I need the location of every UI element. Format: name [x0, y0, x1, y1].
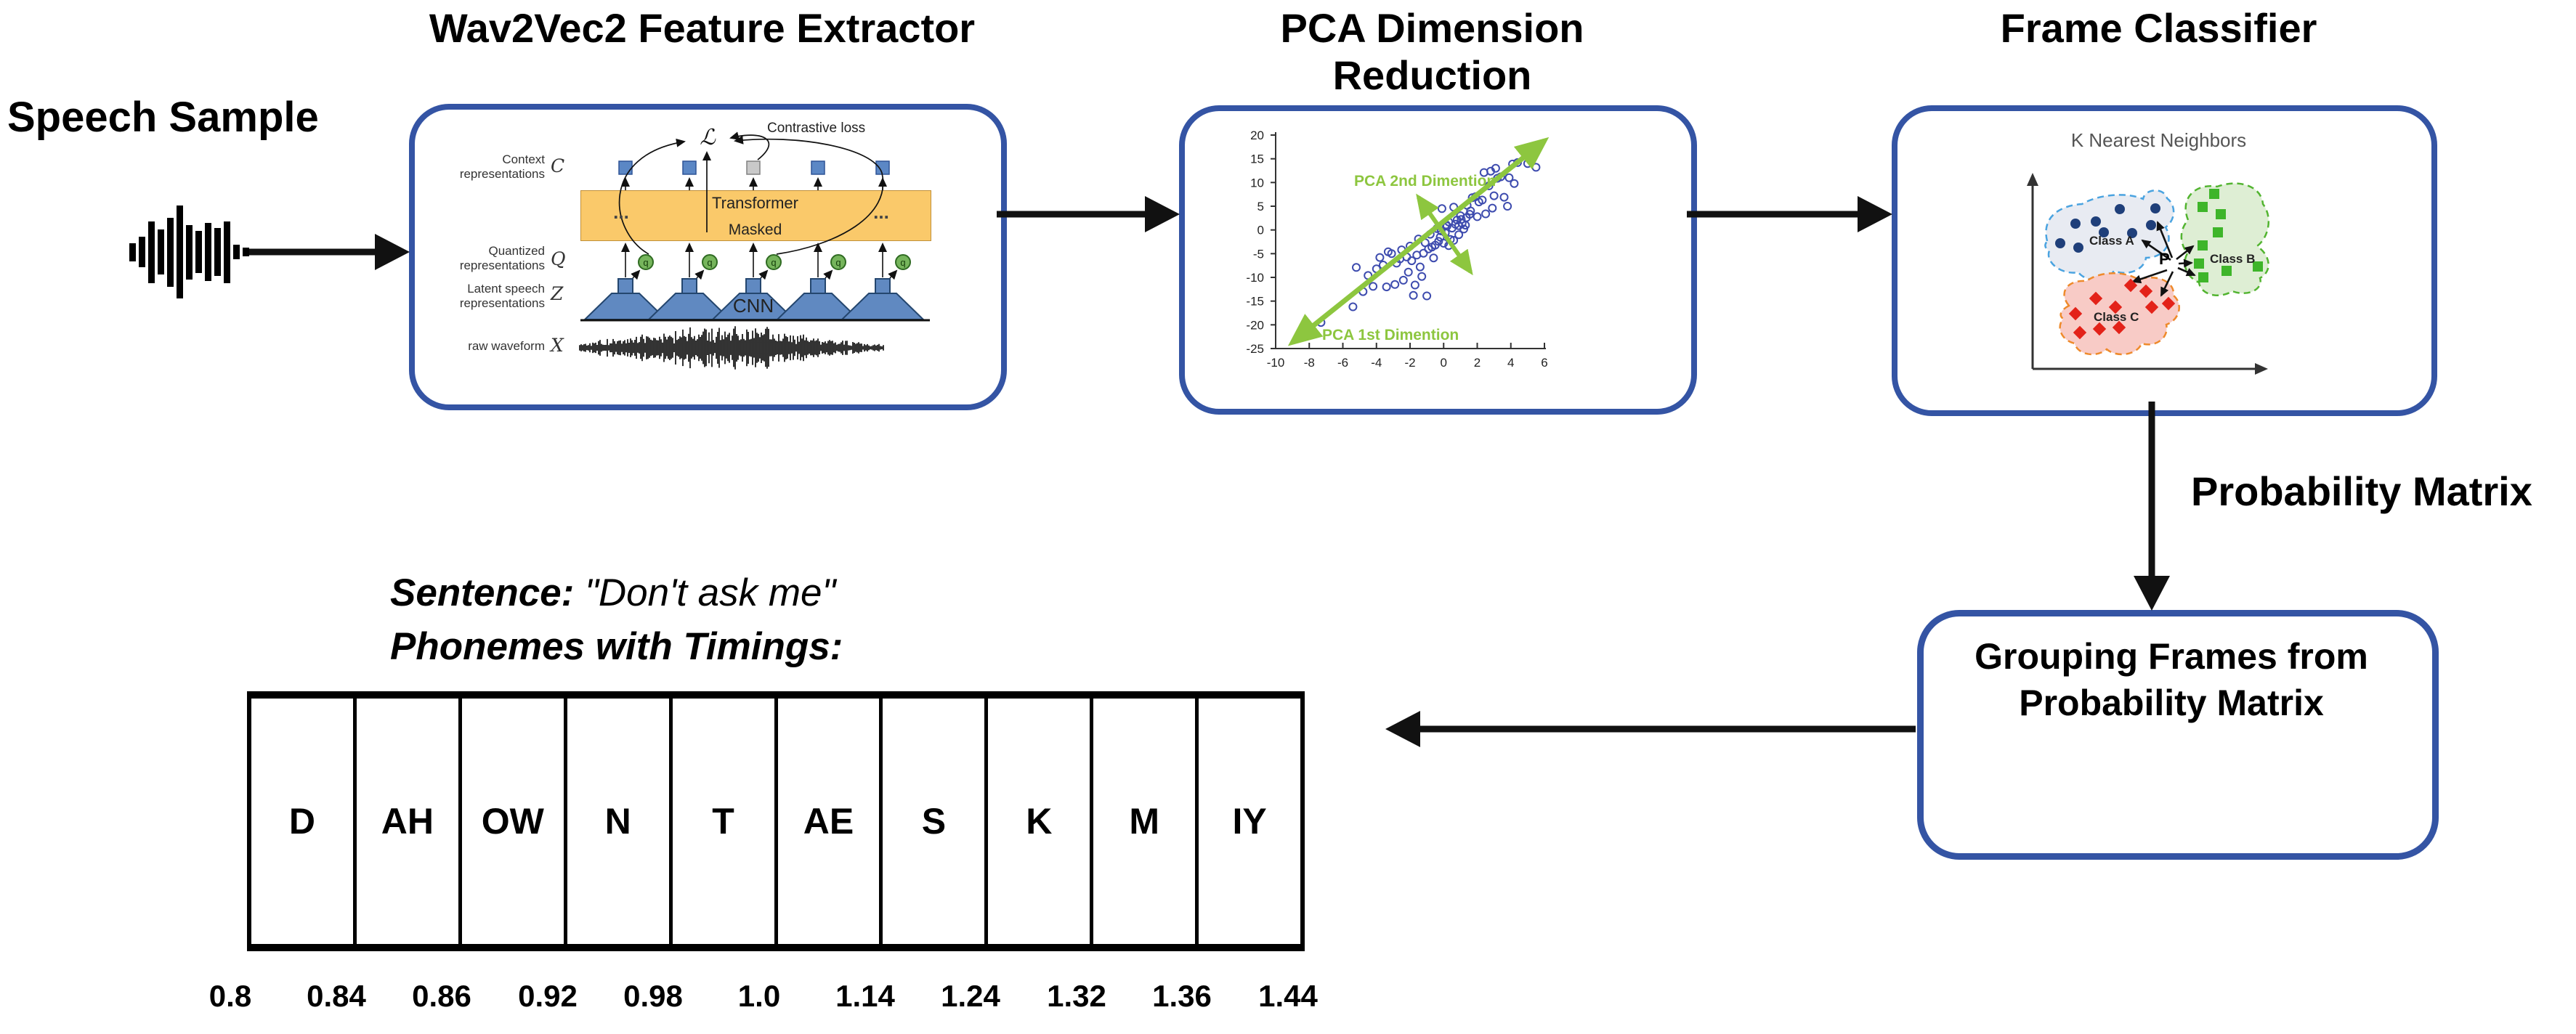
sentence-label: Sentence: "Don't ask me" — [390, 571, 835, 615]
timing-label: 0.84 — [307, 979, 366, 1013]
phoneme-cell: D — [251, 699, 357, 944]
quantized-symbol: Q — [551, 248, 566, 269]
ellipsis-left: ... — [613, 201, 629, 223]
speech-sample-label: Speech Sample — [7, 94, 319, 141]
grouping-line2: Probability Matrix — [2019, 683, 2324, 723]
timing-label: 0.86 — [412, 979, 471, 1013]
grouping-box — [1917, 610, 2439, 860]
sentence-quote: "Don't ask me" — [574, 571, 836, 614]
latent-line2: representations — [459, 296, 545, 310]
phoneme-table: D AH OW N T AE S K M IY — [247, 691, 1305, 951]
grouping-box-label: Grouping Frames from Probability Matrix — [1917, 633, 2426, 726]
phoneme-cell: K — [988, 699, 1094, 944]
sentence-prefix: Sentence: — [390, 571, 575, 614]
phoneme-cell: AE — [778, 699, 883, 944]
quantized-line2: representations — [459, 258, 545, 272]
phoneme-cell: AH — [357, 699, 462, 944]
pca-title: PCA Dimension Reduction — [1280, 5, 1584, 98]
phoneme-cell: IY — [1232, 801, 1267, 842]
timing-label: 1.36 — [1152, 979, 1212, 1013]
phoneme-cell: S — [883, 699, 989, 944]
probability-matrix-label: Probability Matrix — [2191, 468, 2532, 514]
raw-waveform-label: raw waveform — [468, 339, 545, 353]
speech-waveform-icon — [129, 204, 249, 300]
timing-label: 1.24 — [941, 979, 1000, 1013]
context-symbol: C — [551, 155, 565, 176]
class-c-label: Class C — [2094, 310, 2139, 324]
wav2vec2-title: Wav2Vec2 Feature Extractor — [429, 5, 976, 51]
contrastive-loss-label: Contrastive loss — [767, 121, 866, 136]
context-representations-label: Context representations — [420, 152, 545, 182]
context-line1: Context — [502, 152, 545, 166]
class-b-label: Class B — [2210, 252, 2256, 266]
timing-label: 0.98 — [623, 979, 683, 1013]
phoneme-cell: OW — [462, 699, 567, 944]
quantized-line1: Quantized — [488, 244, 546, 258]
pca-1st-dimension-label: PCA 1st Dimention — [1322, 327, 1459, 343]
pca-box — [1179, 105, 1697, 415]
raw-waveform-symbol: X — [551, 335, 564, 356]
loss-symbol: ℒ — [700, 125, 716, 150]
timing-label: 1.14 — [835, 979, 895, 1013]
frame-classifier-title: Frame Classifier — [2000, 5, 2317, 51]
ellipsis-right: ... — [873, 201, 889, 223]
phonemes-heading: Phonemes with Timings: — [390, 625, 843, 668]
phoneme-cell: T — [673, 699, 778, 944]
timing-label: 1.44 — [1258, 979, 1318, 1013]
latent-line1: Latent speech — [467, 282, 545, 296]
timing-label: 0.92 — [518, 979, 578, 1013]
timing-label: 1.32 — [1047, 979, 1106, 1013]
quantized-representations-label: Quantized representations — [420, 244, 545, 273]
masked-label: Masked — [728, 221, 782, 238]
timing-label: 1.0 — [737, 979, 781, 1013]
grouping-line1: Grouping Frames from — [1974, 636, 2368, 677]
knn-title: K Nearest Neighbors — [2070, 129, 2247, 151]
class-a-label: Class A — [2089, 234, 2134, 248]
latent-symbol: Z — [551, 283, 564, 304]
pca-2nd-dimension-label: PCA 2nd Dimention — [1354, 173, 1496, 190]
phoneme-cell: M — [1093, 699, 1199, 944]
latent-representations-label: Latent speech representations — [420, 282, 545, 311]
knn-query-point-label: P — [2159, 250, 2170, 268]
phoneme-cell: N — [567, 699, 673, 944]
cnn-label: CNN — [732, 295, 774, 317]
context-line2: representations — [459, 167, 545, 181]
timing-label: 0.8 — [208, 979, 252, 1013]
